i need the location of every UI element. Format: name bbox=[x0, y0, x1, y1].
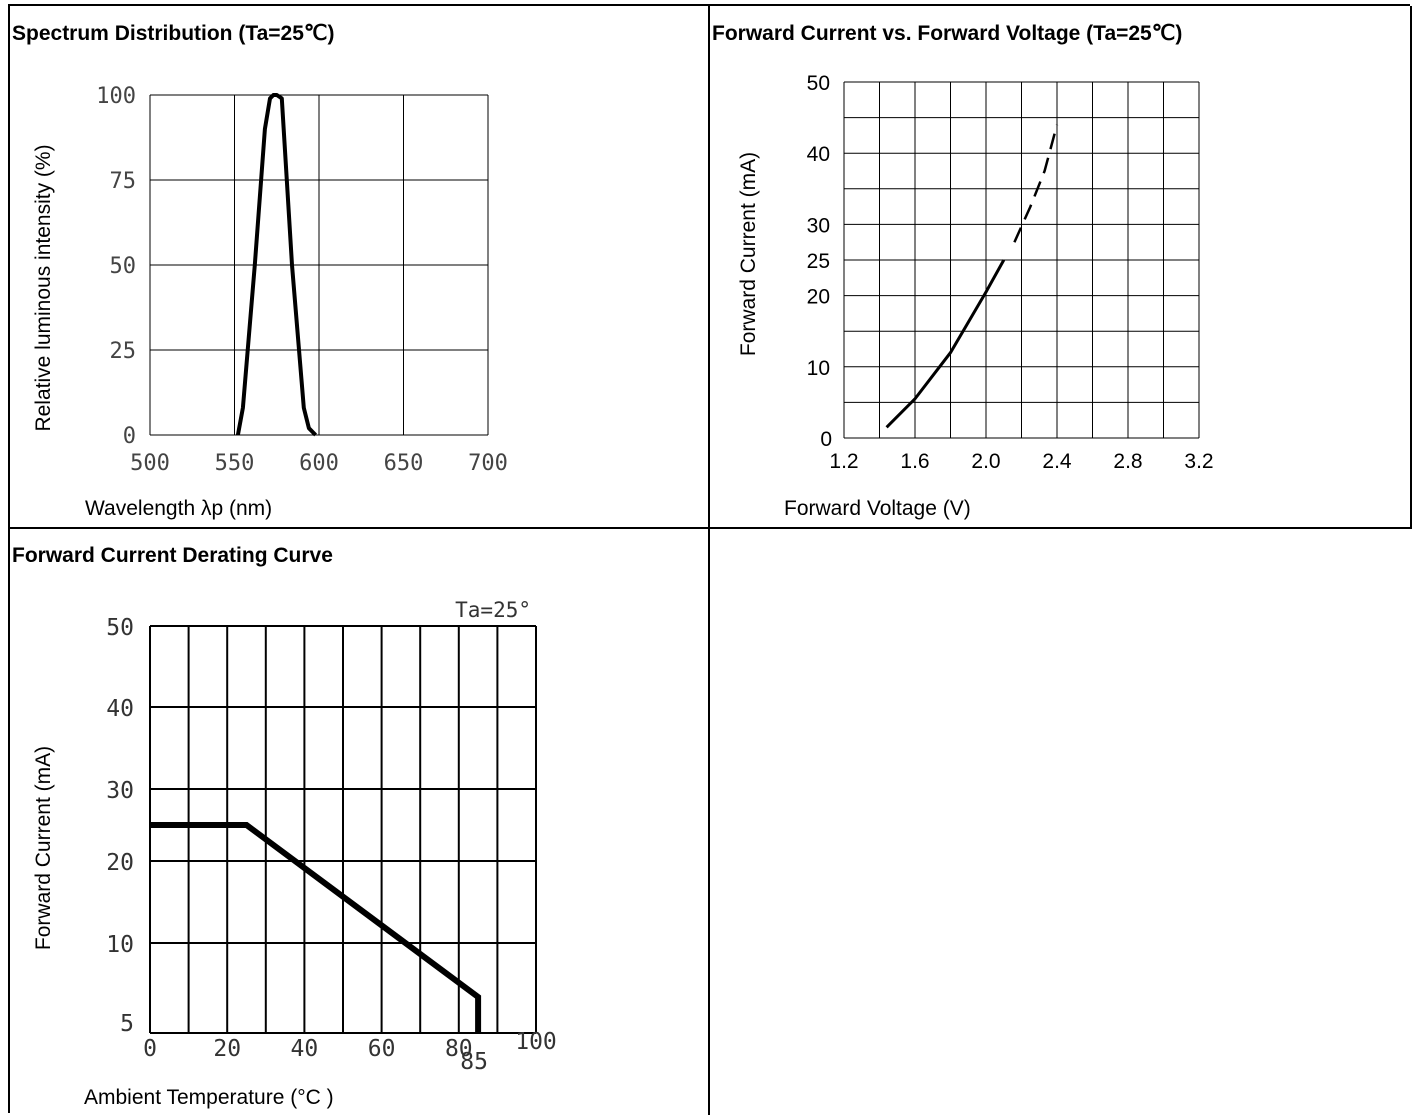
x-axis-label: Wavelength λp (nm) bbox=[85, 497, 272, 520]
panel-iv-curve: Forward Current vs. Forward Voltage (Ta=… bbox=[710, 6, 1412, 529]
x-tick-label: 1.2 bbox=[829, 450, 858, 473]
y-axis-label: Forward Current (mA) bbox=[32, 746, 55, 950]
chart-title-iv: Forward Current vs. Forward Voltage (Ta=… bbox=[712, 22, 1183, 45]
y-tick-label: 20 bbox=[106, 850, 134, 876]
x-tick-label: 80 bbox=[445, 1036, 473, 1062]
derating-series-line bbox=[150, 822, 482, 1033]
x-tick-label: 20 bbox=[213, 1036, 241, 1062]
x-extra-tick-label: 85 bbox=[460, 1049, 488, 1075]
y-axis-label: Forward Current (mA) bbox=[737, 152, 760, 356]
y-tick-label: 20 bbox=[807, 286, 830, 309]
iv-series-solid-line bbox=[885, 259, 1006, 429]
x-tick-label: 2.0 bbox=[971, 450, 1000, 473]
iv-chart: 1.2 1.6 2.0 2.4 2.8 3.2 0 10 20 25 30 40 50 Forward V… bbox=[737, 72, 1214, 520]
x-tick-label: 500 bbox=[130, 451, 170, 476]
temperature-annotation: Ta=25° bbox=[455, 598, 531, 622]
y-tick-label: 50 bbox=[807, 72, 830, 95]
x-tick-label: 650 bbox=[384, 451, 424, 476]
y-tick-label: 0 bbox=[123, 424, 136, 449]
y-tick-label: 40 bbox=[106, 696, 134, 722]
y-tick-label: 40 bbox=[807, 143, 830, 166]
y-tick-label: 10 bbox=[106, 932, 134, 958]
y-tick-label: 30 bbox=[807, 214, 830, 237]
x-tick-label: 0 bbox=[143, 1036, 157, 1062]
x-axis-label: Ambient Temperature (°C ) bbox=[84, 1086, 334, 1109]
y-tick-label: 25 bbox=[807, 250, 830, 273]
x-tick-label: 100 bbox=[515, 1029, 557, 1055]
x-tick-label: 2.8 bbox=[1113, 450, 1142, 473]
y-tick-label: 50 bbox=[106, 615, 134, 641]
y-tick-label: 75 bbox=[110, 169, 137, 194]
y-tick-label: 100 bbox=[96, 84, 136, 109]
derating-chart: 0 20 40 60 80 100 85 5 10 20 30 40 50 Ta=25° Ambient T… bbox=[32, 598, 557, 1109]
y-axis-label: Relative luminous intensity (%) bbox=[32, 144, 55, 431]
datasheet-grid: Spectrum Distribution (Ta=25℃) 500 550 600… bbox=[8, 4, 1412, 1115]
y-tick-label: 0 bbox=[820, 428, 832, 451]
spectrum-chart: 500 550 600 650 700 0 25 50 75 100 Wavelength λp (… bbox=[32, 84, 508, 520]
x-axis-label: Forward Voltage (V) bbox=[784, 497, 971, 520]
panel-spectrum: Spectrum Distribution (Ta=25℃) 500 550 600… bbox=[10, 6, 710, 529]
y-tick-label: 5 bbox=[120, 1011, 134, 1037]
y-tick-label: 25 bbox=[110, 339, 137, 364]
iv-series-dashed-line bbox=[1013, 124, 1059, 243]
x-tick-label: 600 bbox=[299, 451, 339, 476]
y-tick-label: 30 bbox=[106, 778, 134, 804]
x-tick-label: 550 bbox=[215, 451, 255, 476]
panel-derating: Forward Current Derating Curve 0 20 40 60 80… bbox=[10, 529, 710, 1115]
x-tick-label: 700 bbox=[468, 451, 508, 476]
spectrum-series-line bbox=[235, 93, 318, 437]
x-tick-label: 1.6 bbox=[900, 450, 929, 473]
x-tick-label: 3.2 bbox=[1184, 450, 1213, 473]
x-tick-label: 40 bbox=[291, 1036, 319, 1062]
chart-title-derating: Forward Current Derating Curve bbox=[12, 544, 333, 567]
chart-title-spectrum: Spectrum Distribution (Ta=25℃) bbox=[12, 22, 335, 45]
x-tick-label: 60 bbox=[368, 1036, 396, 1062]
x-tick-label: 2.4 bbox=[1042, 450, 1072, 473]
y-tick-label: 10 bbox=[807, 357, 830, 380]
y-tick-label: 50 bbox=[110, 254, 137, 279]
